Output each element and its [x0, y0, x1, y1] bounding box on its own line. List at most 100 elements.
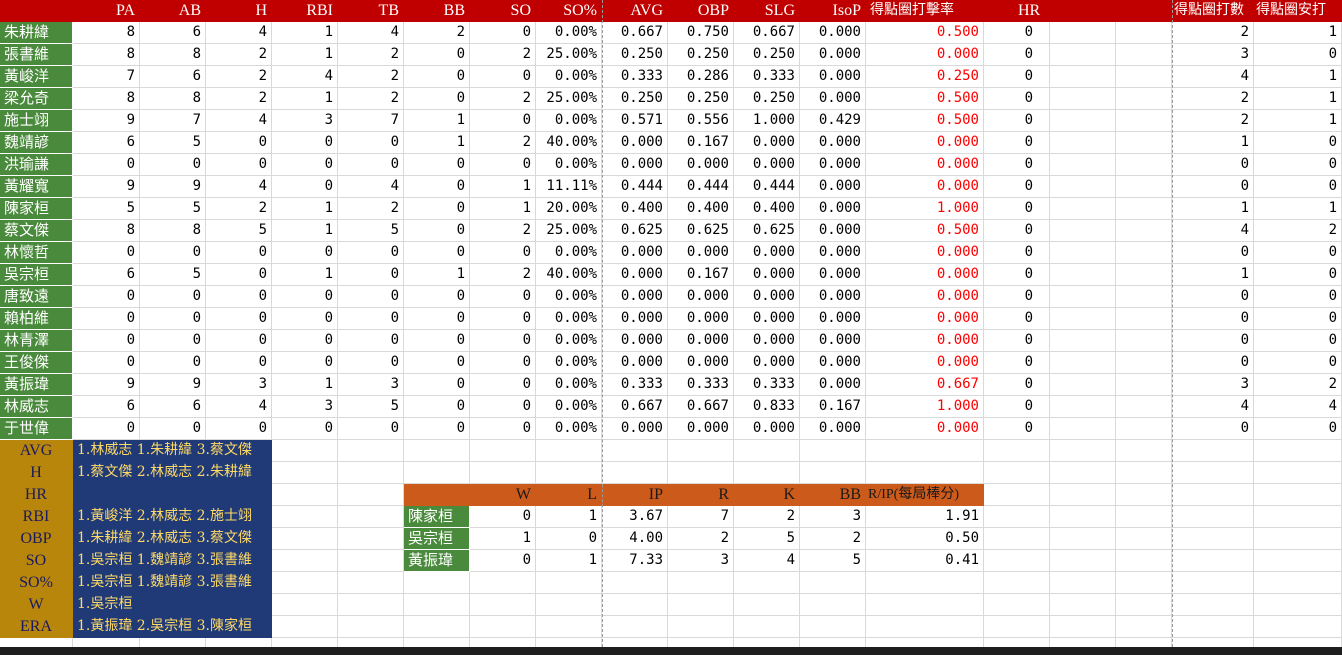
stat-cell[interactable]: 0 [206, 352, 272, 374]
cell[interactable] [1254, 528, 1342, 550]
stat-cell[interactable]: 25.00% [536, 88, 602, 110]
stat-cell[interactable]: 0 [272, 154, 338, 176]
stat-cell[interactable]: 1.000 [734, 110, 800, 132]
cell[interactable] [272, 572, 338, 594]
cell[interactable] [1050, 572, 1116, 594]
pitching-stat-cell[interactable]: 3.67 [602, 506, 668, 528]
stat-cell[interactable]: 1 [1254, 88, 1342, 110]
stat-cell[interactable]: 3 [272, 110, 338, 132]
stat-cell[interactable]: 5 [206, 220, 272, 242]
stat-cell[interactable]: 0 [206, 264, 272, 286]
cell[interactable] [1050, 484, 1116, 506]
stat-cell[interactable]: 0.429 [800, 110, 866, 132]
stat-cell[interactable] [1050, 198, 1116, 220]
stat-cell[interactable]: 11.11% [536, 176, 602, 198]
stat-cell[interactable]: 0.000 [734, 330, 800, 352]
stat-cell[interactable]: 0.000 [734, 308, 800, 330]
stat-cell[interactable] [1050, 154, 1116, 176]
stat-cell[interactable]: 0.667 [602, 22, 668, 44]
stat-cell[interactable]: 1 [272, 264, 338, 286]
stat-cell[interactable]: 2 [338, 44, 404, 66]
stat-cell[interactable]: 0.000 [800, 198, 866, 220]
stat-cell[interactable]: 0.333 [668, 374, 734, 396]
stat-cell[interactable]: 8 [73, 44, 140, 66]
cell[interactable] [1116, 462, 1172, 484]
stat-cell[interactable]: 0 [338, 330, 404, 352]
cell[interactable] [272, 440, 338, 462]
stat-cell[interactable]: 5 [338, 396, 404, 418]
stat-cell[interactable]: 0.400 [734, 198, 800, 220]
stat-cell[interactable]: 6 [140, 396, 206, 418]
stat-cell[interactable]: 0 [984, 198, 1050, 220]
cell[interactable] [470, 616, 536, 638]
stat-cell[interactable] [1050, 264, 1116, 286]
stat-cell[interactable]: 0 [206, 242, 272, 264]
stat-cell[interactable] [1116, 330, 1172, 352]
stat-cell[interactable]: 0.00% [536, 418, 602, 440]
pitching-stat-cell[interactable]: 4.00 [602, 528, 668, 550]
cell[interactable] [470, 638, 536, 647]
stat-cell[interactable]: 1 [1254, 110, 1342, 132]
stat-cell[interactable] [1050, 286, 1116, 308]
cell[interactable] [984, 594, 1050, 616]
cell[interactable] [1050, 594, 1116, 616]
stat-cell[interactable]: 0.444 [602, 176, 668, 198]
stat-cell[interactable]: 0 [470, 418, 536, 440]
stat-cell[interactable]: 0 [1254, 242, 1342, 264]
cell[interactable] [1116, 572, 1172, 594]
stat-cell[interactable]: 0.00% [536, 352, 602, 374]
stat-cell[interactable]: 8 [140, 220, 206, 242]
stat-cell[interactable] [1050, 396, 1116, 418]
stat-cell[interactable]: 6 [73, 132, 140, 154]
stat-cell[interactable] [1116, 88, 1172, 110]
stat-cell[interactable]: 0.000 [800, 374, 866, 396]
stat-cell[interactable]: 0.250 [668, 44, 734, 66]
cell[interactable] [272, 638, 338, 647]
stat-cell[interactable]: 0 [984, 154, 1050, 176]
stat-cell[interactable]: 0 [1254, 418, 1342, 440]
stat-cell[interactable] [1050, 374, 1116, 396]
player-name-cell[interactable]: 張書維 [0, 44, 73, 66]
stat-cell[interactable]: 0.000 [866, 176, 984, 198]
cell[interactable] [338, 440, 404, 462]
cell[interactable] [73, 638, 140, 647]
cell[interactable] [1116, 638, 1172, 647]
cell[interactable] [984, 572, 1050, 594]
stat-cell[interactable]: 1.000 [866, 198, 984, 220]
stat-cell[interactable]: 0 [1172, 176, 1254, 198]
stat-cell[interactable]: 0.000 [866, 352, 984, 374]
cell[interactable] [734, 440, 800, 462]
stat-cell[interactable]: 4 [272, 66, 338, 88]
cell[interactable] [1172, 462, 1254, 484]
stat-cell[interactable]: 4 [338, 176, 404, 198]
pitching-stat-cell[interactable]: 2 [800, 528, 866, 550]
cell[interactable] [1254, 506, 1342, 528]
cell[interactable] [272, 616, 338, 638]
cell[interactable] [272, 550, 338, 572]
pitching-stat-cell[interactable]: 2 [668, 528, 734, 550]
stat-cell[interactable]: 0 [206, 132, 272, 154]
stat-cell[interactable] [1050, 352, 1116, 374]
cell[interactable] [668, 440, 734, 462]
stat-cell[interactable]: 0.000 [800, 286, 866, 308]
stat-cell[interactable]: 2 [470, 220, 536, 242]
stat-cell[interactable]: 9 [73, 374, 140, 396]
player-name-cell[interactable]: 魏靖諺 [0, 132, 73, 154]
stat-cell[interactable]: 0.250 [734, 44, 800, 66]
stat-cell[interactable]: 2 [206, 44, 272, 66]
cell[interactable] [338, 528, 404, 550]
stat-cell[interactable]: 0.667 [602, 396, 668, 418]
stat-cell[interactable]: 0.000 [800, 22, 866, 44]
stat-cell[interactable]: 4 [206, 22, 272, 44]
cell[interactable] [1254, 440, 1342, 462]
cell[interactable] [602, 440, 668, 462]
cell[interactable] [1172, 594, 1254, 616]
stat-cell[interactable]: 0.000 [734, 154, 800, 176]
stat-cell[interactable]: 0 [1254, 286, 1342, 308]
stat-cell[interactable]: 0 [984, 88, 1050, 110]
stat-cell[interactable]: 0.750 [668, 22, 734, 44]
stat-cell[interactable]: 0.250 [602, 88, 668, 110]
stat-cell[interactable]: 4 [1172, 66, 1254, 88]
stat-cell[interactable]: 0 [984, 352, 1050, 374]
stat-cell[interactable]: 1 [1172, 198, 1254, 220]
